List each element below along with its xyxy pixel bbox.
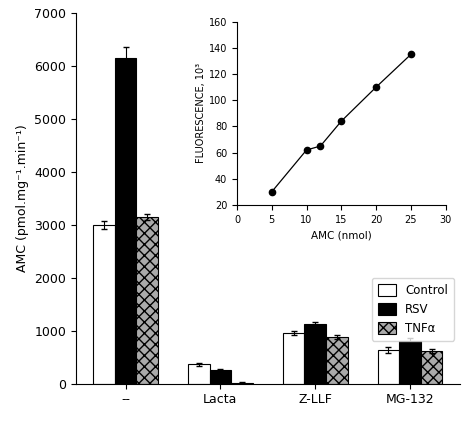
Bar — [93, 225, 115, 384]
Y-axis label: AMC (pmol.mg⁻¹.min⁻¹): AMC (pmol.mg⁻¹.min⁻¹) — [16, 125, 28, 272]
Legend: Control, RSV, TNFα: Control, RSV, TNFα — [372, 278, 454, 341]
Bar — [231, 383, 253, 384]
Bar — [326, 337, 347, 384]
Bar — [421, 351, 442, 384]
Bar — [210, 371, 231, 384]
Bar — [304, 324, 326, 384]
X-axis label: AMC (nmol): AMC (nmol) — [311, 230, 372, 240]
Bar — [378, 350, 399, 384]
Bar — [188, 364, 210, 384]
Bar — [283, 333, 304, 384]
Bar — [399, 341, 421, 384]
Bar — [115, 58, 137, 384]
Y-axis label: FLUORESCENCE, 10³: FLUORESCENCE, 10³ — [196, 63, 206, 164]
Bar — [137, 217, 158, 384]
